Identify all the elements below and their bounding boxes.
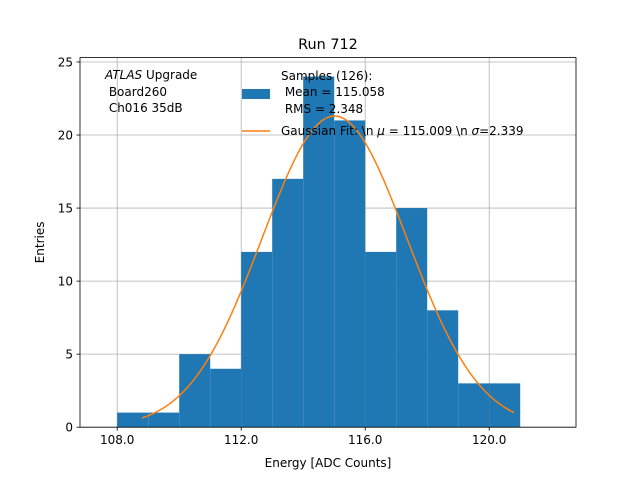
annotation-line-3: Ch016 35dB — [105, 101, 183, 115]
legend-fit-mid: = 115.009 \n — [385, 124, 472, 138]
y-tick-label: 20 — [58, 128, 73, 142]
histogram-bar — [117, 412, 149, 428]
legend-hist-line-1: Samples (126): — [281, 69, 372, 83]
chart-title: Run 712 — [298, 37, 358, 53]
legend-fit-mu: μ — [376, 124, 385, 138]
legend: Samples (126): Mean = 115.058 RMS = 2.34… — [242, 69, 524, 138]
x-axis-label: Energy [ADC Counts] — [265, 456, 392, 470]
histogram-bar — [241, 251, 273, 428]
gaussian-fit-curve — [141, 115, 515, 419]
annotation-line-1-rest: Upgrade — [142, 68, 197, 82]
histogram-bar — [334, 120, 366, 428]
annotation-line-2: Board260 — [105, 85, 167, 99]
x-tick-label: 120.0 — [472, 433, 506, 447]
axis-ticks: 108.0 112.0 116.0 120.0 0 5 10 15 20 25 — [58, 55, 507, 447]
legend-hist-line-2: Mean = 115.058 — [281, 85, 385, 99]
legend-fit-post: =2.339 — [479, 124, 523, 138]
y-axis-label: Entries — [33, 222, 47, 264]
axes-frame — [79, 57, 577, 428]
annotation-line-1: ATLAS Upgrade — [104, 68, 197, 82]
y-tick-label: 10 — [58, 274, 73, 288]
y-tick-label: 5 — [65, 347, 73, 361]
histogram-bar — [272, 178, 304, 428]
histogram-bar — [148, 412, 180, 428]
annotation-italic: ATLAS — [104, 68, 143, 82]
x-tick-label: 108.0 — [100, 433, 134, 447]
y-tick-label: 0 — [65, 421, 73, 435]
histogram-bar — [396, 208, 428, 428]
legend-fit-pre: Gaussian Fit: \n — [281, 124, 377, 138]
histogram-bar — [365, 251, 397, 428]
y-tick-label: 25 — [58, 55, 73, 69]
legend-fit-label: Gaussian Fit: \n μ = 115.009 \n σ=2.339 — [281, 124, 524, 138]
atlas-annotation: ATLAS Upgrade Board260 Ch016 35dB — [104, 68, 197, 115]
y-tick-label: 15 — [58, 201, 73, 215]
histogram-bar — [210, 368, 242, 428]
histogram-bars — [117, 76, 521, 428]
x-tick-label: 116.0 — [348, 433, 382, 447]
legend-histogram-swatch — [242, 89, 270, 99]
histogram-bar — [489, 383, 521, 428]
x-tick-label: 112.0 — [224, 433, 258, 447]
legend-fit-sigma: σ — [472, 124, 480, 138]
legend-hist-line-3: RMS = 2.348 — [281, 102, 363, 116]
histogram-bar — [427, 310, 459, 428]
